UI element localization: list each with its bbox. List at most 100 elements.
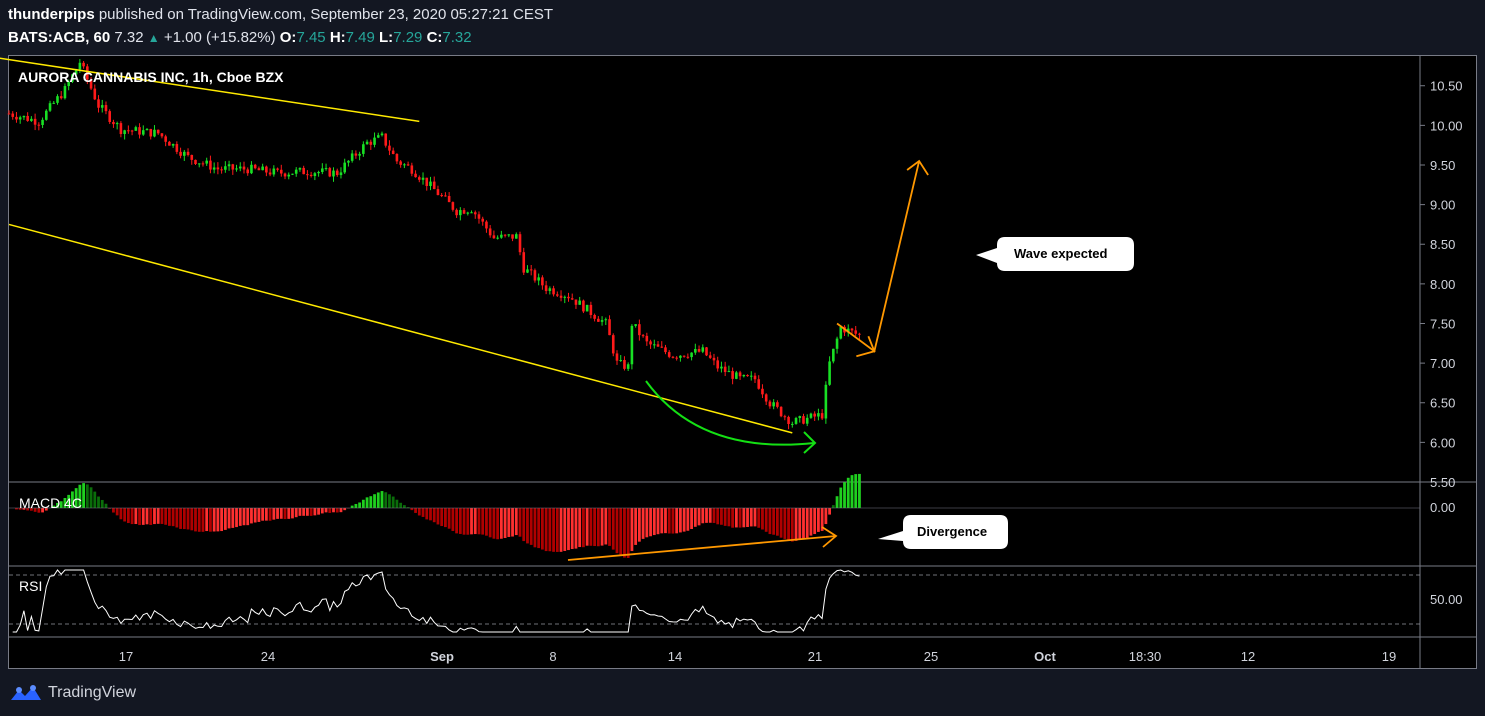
divergence-arrow	[567, 535, 837, 561]
macd-bar	[227, 508, 231, 529]
candle-body	[641, 335, 645, 337]
macd-bar	[805, 508, 809, 538]
candle-body	[518, 234, 522, 253]
macd-bar	[160, 508, 164, 524]
macd-bar	[734, 508, 738, 528]
macd-bar	[119, 508, 123, 520]
candle-body	[33, 118, 37, 125]
candle-body	[694, 348, 697, 353]
candle-body	[764, 394, 768, 402]
macd-bar	[190, 508, 194, 531]
candle-body	[294, 169, 298, 174]
macd-bar	[41, 508, 44, 513]
candle-body	[567, 296, 570, 299]
candle-body	[600, 320, 604, 322]
reversal-curve-arrowhead	[803, 431, 817, 454]
macd-bar	[567, 508, 570, 551]
candle-body	[429, 181, 432, 186]
candle-body	[156, 129, 160, 134]
macd-bar	[701, 508, 705, 524]
candle-body	[403, 164, 406, 166]
divergence-callout: Divergence	[878, 515, 1008, 549]
candle-body	[231, 164, 235, 170]
candle-body	[399, 161, 402, 165]
candle-body	[511, 234, 514, 239]
candle-body	[212, 167, 216, 170]
macd-bar	[141, 508, 145, 525]
macd-bar	[294, 508, 298, 518]
candle-body	[59, 96, 63, 99]
candle-body	[220, 169, 223, 171]
candle-body	[119, 123, 123, 135]
close-label: C:	[426, 29, 443, 46]
macd-bar	[824, 508, 828, 525]
candle-body	[701, 347, 705, 352]
candle-body	[365, 141, 369, 145]
candle-body	[619, 359, 623, 361]
macd-bar	[85, 484, 89, 508]
price-tick-label: 10.00	[1430, 118, 1463, 133]
candle-body	[854, 330, 858, 334]
candle-body	[418, 177, 421, 180]
macd-bar	[444, 508, 447, 528]
macd-bar	[197, 508, 201, 532]
macd-bar	[656, 508, 660, 535]
candle-body	[466, 212, 470, 214]
macd-bar	[287, 508, 291, 519]
candle-body	[209, 160, 212, 170]
time-tick-label: 8	[549, 649, 556, 664]
author-name[interactable]: thunderpips	[8, 6, 95, 23]
candle-body	[496, 237, 499, 239]
macd-bar	[402, 505, 406, 508]
macd-bar	[798, 508, 802, 540]
candle-body	[100, 105, 104, 108]
macd-bar	[503, 508, 507, 539]
macd-bar	[645, 508, 649, 538]
close-value: 7.32	[442, 29, 472, 46]
candle-body	[201, 163, 205, 165]
candle-body	[675, 357, 678, 359]
brand-name[interactable]: TradingView	[48, 684, 137, 701]
macd-bar	[496, 508, 500, 540]
macd-bar	[302, 508, 306, 516]
macd-bar	[749, 508, 753, 527]
macd-zero-tick: 0.00	[1430, 500, 1455, 515]
candle-body	[589, 304, 593, 315]
macd-bar	[772, 508, 776, 535]
open-value: 7.45	[296, 29, 326, 46]
macd-bar	[858, 473, 861, 508]
candle-body	[585, 304, 589, 312]
candle-body	[697, 348, 701, 352]
macd-bar	[253, 508, 257, 523]
macd-bar	[209, 508, 212, 532]
macd-bar	[649, 508, 652, 537]
macd-bar	[619, 508, 623, 556]
candle-body	[63, 86, 67, 99]
candle-body	[522, 252, 526, 273]
macd-bar	[563, 508, 567, 552]
macd-bar	[231, 508, 235, 528]
candle-body	[56, 96, 59, 103]
macd-bar	[705, 508, 708, 523]
macd-bar	[283, 508, 287, 520]
macd-bar	[71, 491, 74, 508]
macd-bar	[242, 508, 246, 526]
macd-bar	[723, 508, 727, 526]
macd-bar	[634, 508, 638, 545]
macd-bar	[593, 508, 597, 547]
wave-callout: Wave expected	[976, 237, 1134, 271]
projection-arrow	[836, 160, 920, 353]
macd-bar	[212, 508, 216, 532]
candle-body	[809, 413, 813, 418]
candle-body	[388, 145, 391, 151]
candle-body	[432, 181, 436, 190]
price-tick-label: 9.00	[1430, 198, 1455, 213]
candle-body	[529, 269, 533, 271]
price-tick-label: 7.50	[1430, 316, 1455, 331]
macd-bar	[388, 494, 391, 508]
candle-body	[246, 169, 250, 174]
macd-bar	[171, 508, 175, 527]
macd-bar	[145, 508, 149, 525]
macd-bar	[376, 492, 380, 508]
